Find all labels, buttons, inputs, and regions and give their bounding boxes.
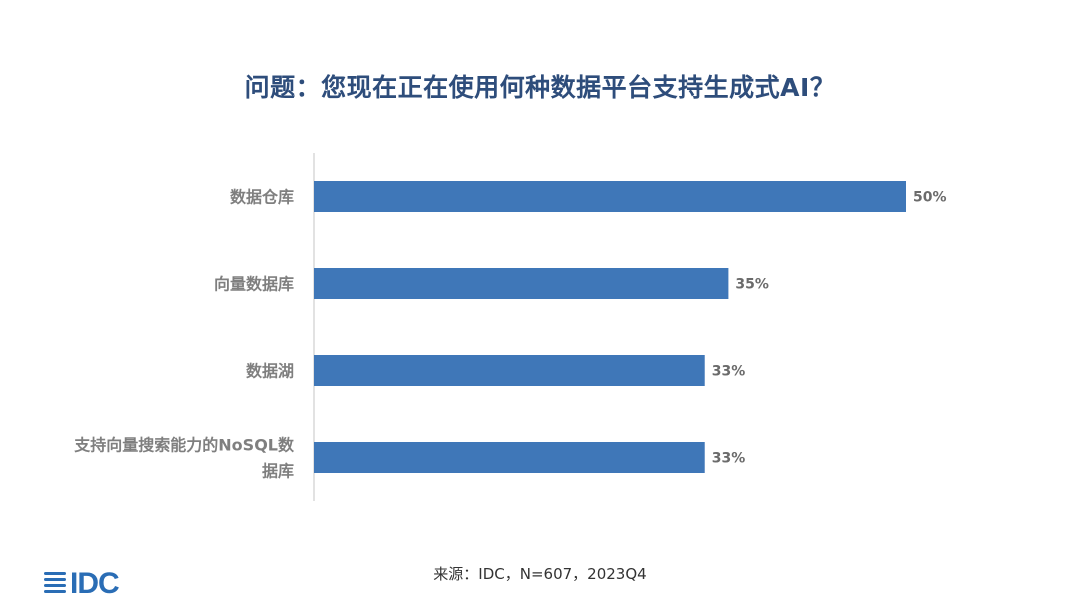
bar-value-label: 33% — [712, 451, 746, 467]
bar-value-label: 33% — [712, 364, 746, 380]
category-label-line: 支持向量搜索能力的NoSQL数 — [73, 436, 295, 455]
bar — [314, 355, 705, 386]
idc-logo-icon — [44, 572, 66, 593]
idc-logo-text: IDC — [70, 567, 120, 600]
bar-chart: 50% 数据仓库 35% 向量数据库 33% 数据湖 33% 支持向量搜索能力的NoSQL数据… — [73, 153, 947, 501]
category-label: 支持向量搜索能力的NoSQL数据库 — [73, 436, 295, 481]
category-label: 数据湖 — [246, 362, 294, 381]
category-label-line: 据库 — [262, 462, 294, 481]
bar-value-label: 50% — [913, 190, 947, 206]
category-label-line: 数据湖 — [246, 362, 294, 381]
bar-value-label: 35% — [735, 277, 769, 293]
category-label: 向量数据库 — [214, 275, 294, 294]
chart-title: 问题：您现在正在使用何种数据平台支持生成式AI？ — [244, 73, 836, 102]
category-label-line: 数据仓库 — [230, 188, 294, 207]
category-label-line: 向量数据库 — [214, 275, 294, 294]
category-label: 数据仓库 — [230, 188, 294, 207]
source-note: 来源：IDC，N=607，2023Q4 — [433, 565, 647, 583]
bar — [314, 442, 705, 473]
bar — [314, 268, 729, 299]
bar — [314, 181, 906, 212]
